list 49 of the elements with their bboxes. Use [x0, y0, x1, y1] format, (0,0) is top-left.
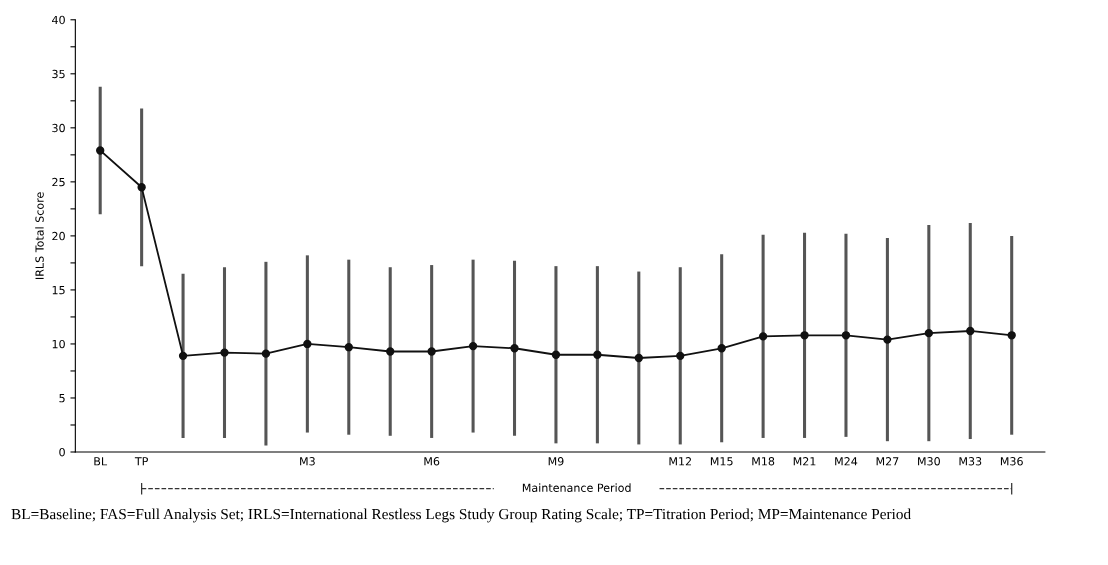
x-tick-label: M15	[710, 457, 733, 466]
point	[344, 343, 353, 352]
y-tick-label: 10	[52, 339, 65, 349]
point	[1007, 331, 1016, 340]
point	[593, 350, 602, 359]
point	[220, 348, 229, 357]
y-tick-label: 15	[52, 286, 65, 295]
point	[634, 353, 643, 363]
point	[676, 351, 685, 360]
text: Maintenance Period	[522, 483, 631, 492]
point	[800, 331, 809, 340]
y-tick-label: 35	[52, 69, 65, 79]
x-tick-label: M36	[1000, 457, 1023, 466]
x-tick-label: M30	[918, 457, 940, 466]
point	[758, 332, 768, 341]
y-tick-label: 5	[59, 394, 65, 403]
point	[883, 335, 892, 344]
point	[966, 326, 975, 336]
point	[717, 344, 726, 353]
x-tick-label: M6	[424, 457, 440, 466]
point	[386, 347, 395, 356]
x-tick-label: M24	[835, 457, 858, 466]
text: BL=Baseline; FAS=Full Analysis Set; IRLS=International Restless Legs Study Group Rating Scale; TP=Titration Period; MP=Maintenance Period	[11, 508, 911, 523]
x-tick-label: BL	[94, 457, 108, 466]
x-tick-label: M12	[669, 457, 691, 466]
y-tick-label: 20	[52, 231, 65, 241]
y-tick-label: 40	[52, 15, 65, 25]
y-tick-label: 0	[59, 447, 65, 457]
y-axis-title: IRLS Total Score	[35, 192, 44, 279]
point	[178, 351, 188, 360]
point	[924, 328, 934, 338]
point	[261, 349, 271, 358]
point	[137, 183, 146, 192]
x-tick-label: M3	[300, 457, 315, 466]
y-tick-label: 30	[52, 123, 65, 133]
y-tick-label: 25	[52, 177, 65, 187]
x-tick-label: M33	[959, 457, 982, 466]
x-tick-label: TP	[134, 457, 148, 466]
point	[96, 146, 105, 155]
point	[551, 350, 561, 359]
point	[841, 331, 851, 340]
point	[303, 339, 312, 349]
point	[427, 347, 436, 356]
point	[510, 344, 519, 353]
point	[468, 341, 478, 351]
x-tick-label: M18	[752, 457, 775, 466]
x-tick-label: M21	[793, 457, 816, 466]
x-tick-label: M9	[548, 457, 564, 466]
x-tick-label: M27	[876, 457, 899, 466]
